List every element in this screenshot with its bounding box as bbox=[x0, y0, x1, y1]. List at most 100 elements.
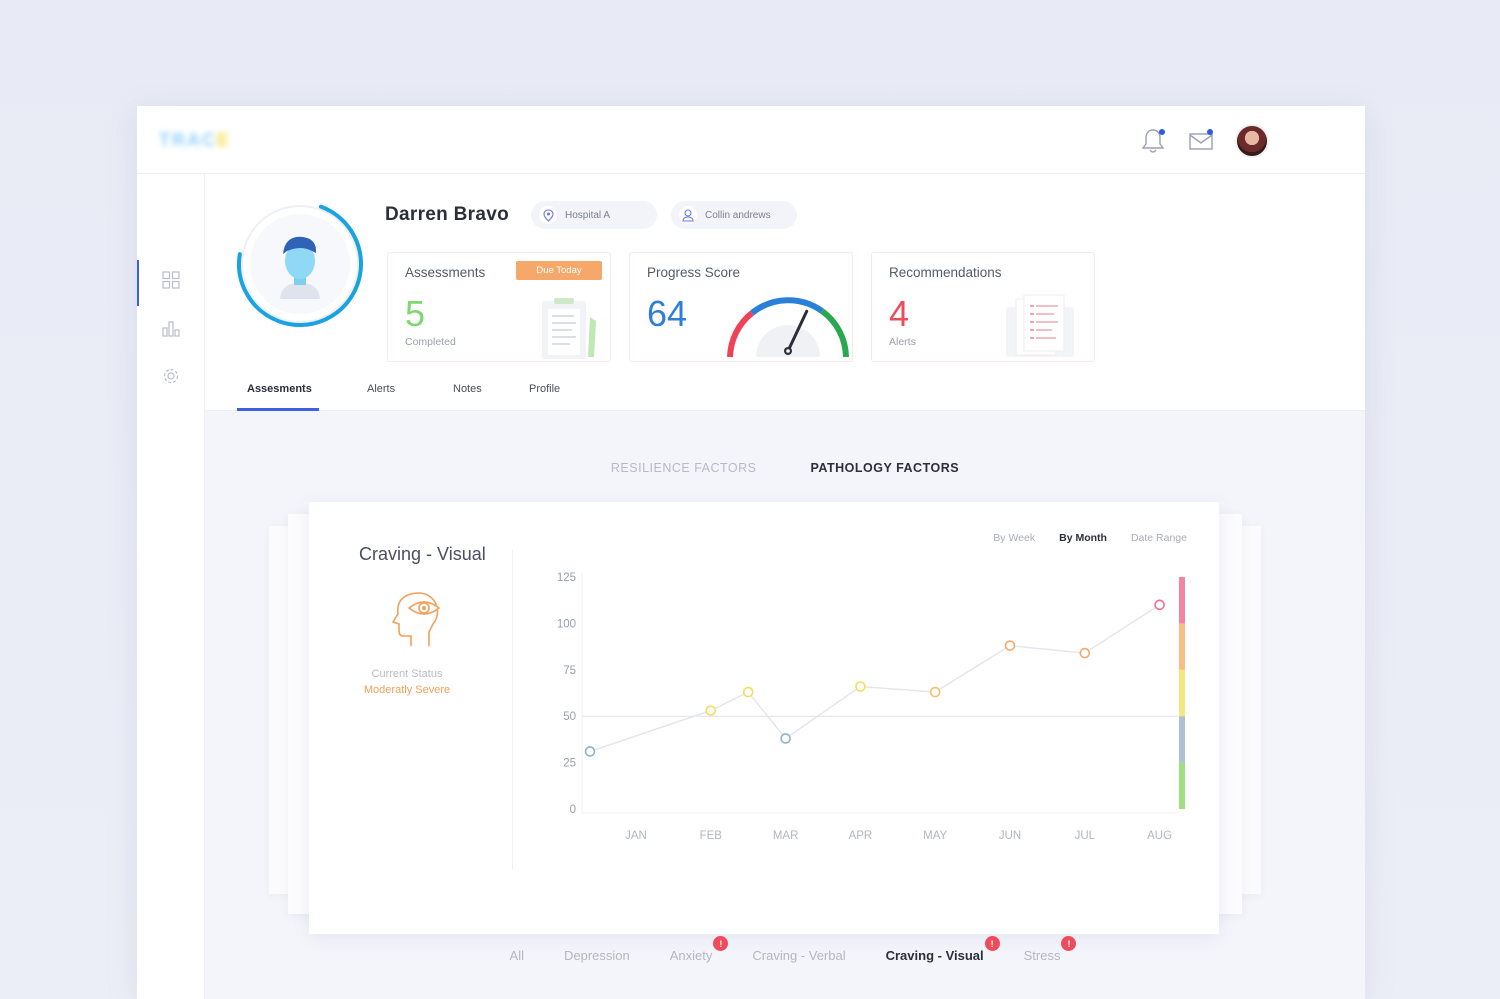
factor-card: Craving - Visual Current Status Moderatl… bbox=[309, 502, 1219, 934]
category-tab[interactable]: Craving - Verbal bbox=[752, 948, 845, 963]
factor-category-tabs: All Depression Anxiety! Craving - Verbal Cra… bbox=[205, 936, 1365, 963]
tab-profile[interactable]: Profile bbox=[529, 383, 561, 395]
progress-score: 64 bbox=[647, 293, 688, 334]
data-point bbox=[584, 746, 596, 757]
sidebar-item-reports[interactable] bbox=[137, 306, 205, 350]
patient-header: Darren Bravo Hospital A Collin andrews A… bbox=[205, 174, 1365, 411]
y-tick-label: 75 bbox=[563, 665, 576, 677]
bar-chart-icon bbox=[162, 321, 180, 337]
assessments-count: 5 bbox=[405, 293, 426, 334]
severity-segment bbox=[1179, 577, 1185, 624]
tab-assessments[interactable]: Assesments bbox=[237, 375, 319, 411]
progress-gauge bbox=[727, 297, 849, 358]
category-tab[interactable]: Anxiety! bbox=[669, 936, 729, 963]
grid-icon bbox=[162, 271, 180, 289]
top-bar: TRACE bbox=[137, 106, 1365, 174]
data-point bbox=[929, 686, 941, 698]
y-tick-label: 50 bbox=[563, 711, 576, 723]
factor-line-chart: 0 25 50 75 100 125 JAN FEB MAR APR MAY JUN JUL AUG bbox=[557, 572, 1185, 842]
alert-badge: ! bbox=[1061, 936, 1077, 951]
recommendations-title: Recommendations bbox=[889, 265, 1002, 280]
sidebar-item-dashboard[interactable] bbox=[137, 258, 205, 306]
x-tick-label: APR bbox=[849, 830, 873, 842]
clinician-label: Collin andrews bbox=[705, 209, 771, 221]
patient-progress-ring bbox=[237, 201, 363, 327]
factor-tabs: RESILIENCE FACTORS PATHOLOGY FACTORS bbox=[205, 461, 1365, 475]
data-point bbox=[705, 705, 717, 716]
bell-icon bbox=[1141, 129, 1165, 153]
category-tab-label: All bbox=[509, 948, 524, 963]
severity-segment bbox=[1179, 623, 1185, 670]
category-tab-label: Anxiety bbox=[669, 948, 713, 963]
data-point bbox=[855, 681, 866, 692]
range-by-week[interactable]: By Week bbox=[993, 532, 1036, 544]
patient-name: Darren Bravo bbox=[385, 204, 509, 225]
mail-icon bbox=[1189, 133, 1213, 150]
logo-accent: E bbox=[217, 130, 232, 150]
data-point bbox=[1004, 640, 1016, 651]
user-avatar[interactable] bbox=[1235, 124, 1269, 158]
notification-dot bbox=[1159, 129, 1165, 135]
recommendations-card[interactable]: Recommendations 4 Alerts bbox=[871, 252, 1095, 362]
assessments-title: Assessments bbox=[405, 265, 486, 280]
assessment-area: RESILIENCE FACTORS PATHOLOGY FACTORS Cra… bbox=[205, 411, 1365, 999]
app-window: TRACE bbox=[137, 106, 1365, 999]
logo[interactable]: TRACE bbox=[159, 130, 237, 152]
assessments-card[interactable]: Assessments Due Today 5 Completed bbox=[387, 252, 611, 362]
category-tab-label: Craving - Verbal bbox=[752, 948, 846, 963]
category-tab[interactable]: All bbox=[510, 948, 524, 963]
logo-text: TRAC bbox=[159, 130, 217, 150]
data-point bbox=[1154, 599, 1165, 611]
tab-pathology-factors[interactable]: PATHOLOGY FACTORS bbox=[810, 461, 960, 475]
messages-button[interactable] bbox=[1187, 125, 1215, 157]
severity-segment bbox=[1179, 762, 1185, 809]
range-by-month[interactable]: By Month bbox=[1059, 532, 1107, 544]
range-tabs: By Week By Month Date Range bbox=[993, 532, 1187, 544]
gear-icon bbox=[163, 368, 179, 384]
document-stack-icon bbox=[1006, 294, 1074, 357]
category-tab[interactable]: Depression bbox=[564, 948, 630, 963]
panel-divider bbox=[512, 550, 513, 870]
hospital-chip[interactable]: Hospital A bbox=[531, 201, 657, 229]
clinician-chip[interactable]: Collin andrews bbox=[671, 201, 797, 229]
data-point bbox=[742, 686, 754, 698]
alert-badge: ! bbox=[713, 936, 729, 951]
sidebar-item-settings[interactable] bbox=[137, 354, 205, 398]
tab-alerts[interactable]: Alerts bbox=[367, 383, 396, 395]
head-eye-icon bbox=[391, 592, 441, 646]
gauge-needle bbox=[786, 309, 809, 353]
series-line bbox=[589, 604, 1161, 753]
category-tab[interactable]: Craving - Visual! bbox=[886, 936, 1000, 963]
person-icon bbox=[280, 236, 320, 299]
x-tick-label: JAN bbox=[625, 830, 647, 842]
x-tick-label: MAY bbox=[923, 830, 947, 842]
category-tab-label: Depression bbox=[563, 948, 630, 963]
patient-tabs: Assesments Alerts Notes Profile bbox=[237, 375, 593, 411]
x-tick-label: FEB bbox=[700, 830, 723, 842]
status-label: Current Status bbox=[371, 668, 443, 680]
message-dot bbox=[1207, 129, 1213, 135]
x-tick-label: JUL bbox=[1075, 830, 1096, 842]
data-point bbox=[1079, 647, 1091, 659]
tab-notes[interactable]: Notes bbox=[453, 383, 482, 395]
y-tick-label: 100 bbox=[557, 618, 576, 630]
location-pin-icon bbox=[542, 208, 554, 222]
severity-segment bbox=[1179, 669, 1185, 717]
notifications-button[interactable] bbox=[1139, 125, 1167, 157]
alert-badge: ! bbox=[984, 936, 1000, 951]
y-tick-label: 25 bbox=[563, 758, 576, 770]
range-date-range[interactable]: Date Range bbox=[1130, 532, 1187, 544]
patient-avatar bbox=[237, 201, 363, 327]
data-point bbox=[780, 733, 791, 744]
progress-card[interactable]: Progress Score 64 bbox=[629, 252, 853, 362]
hospital-label: Hospital A bbox=[565, 209, 611, 221]
tab-resilience-factors[interactable]: RESILIENCE FACTORS bbox=[610, 461, 757, 475]
x-tick-label: AUG bbox=[1147, 830, 1172, 842]
x-tick-label: MAR bbox=[773, 830, 799, 842]
clipboard-icon bbox=[542, 298, 596, 359]
progress-title: Progress Score bbox=[647, 265, 741, 280]
category-tab[interactable]: Stress! bbox=[1023, 936, 1077, 963]
factor-title: Craving - Visual bbox=[359, 544, 486, 564]
x-tick-label: JUN bbox=[999, 830, 1021, 842]
category-tab-label: Stress bbox=[1023, 948, 1061, 963]
